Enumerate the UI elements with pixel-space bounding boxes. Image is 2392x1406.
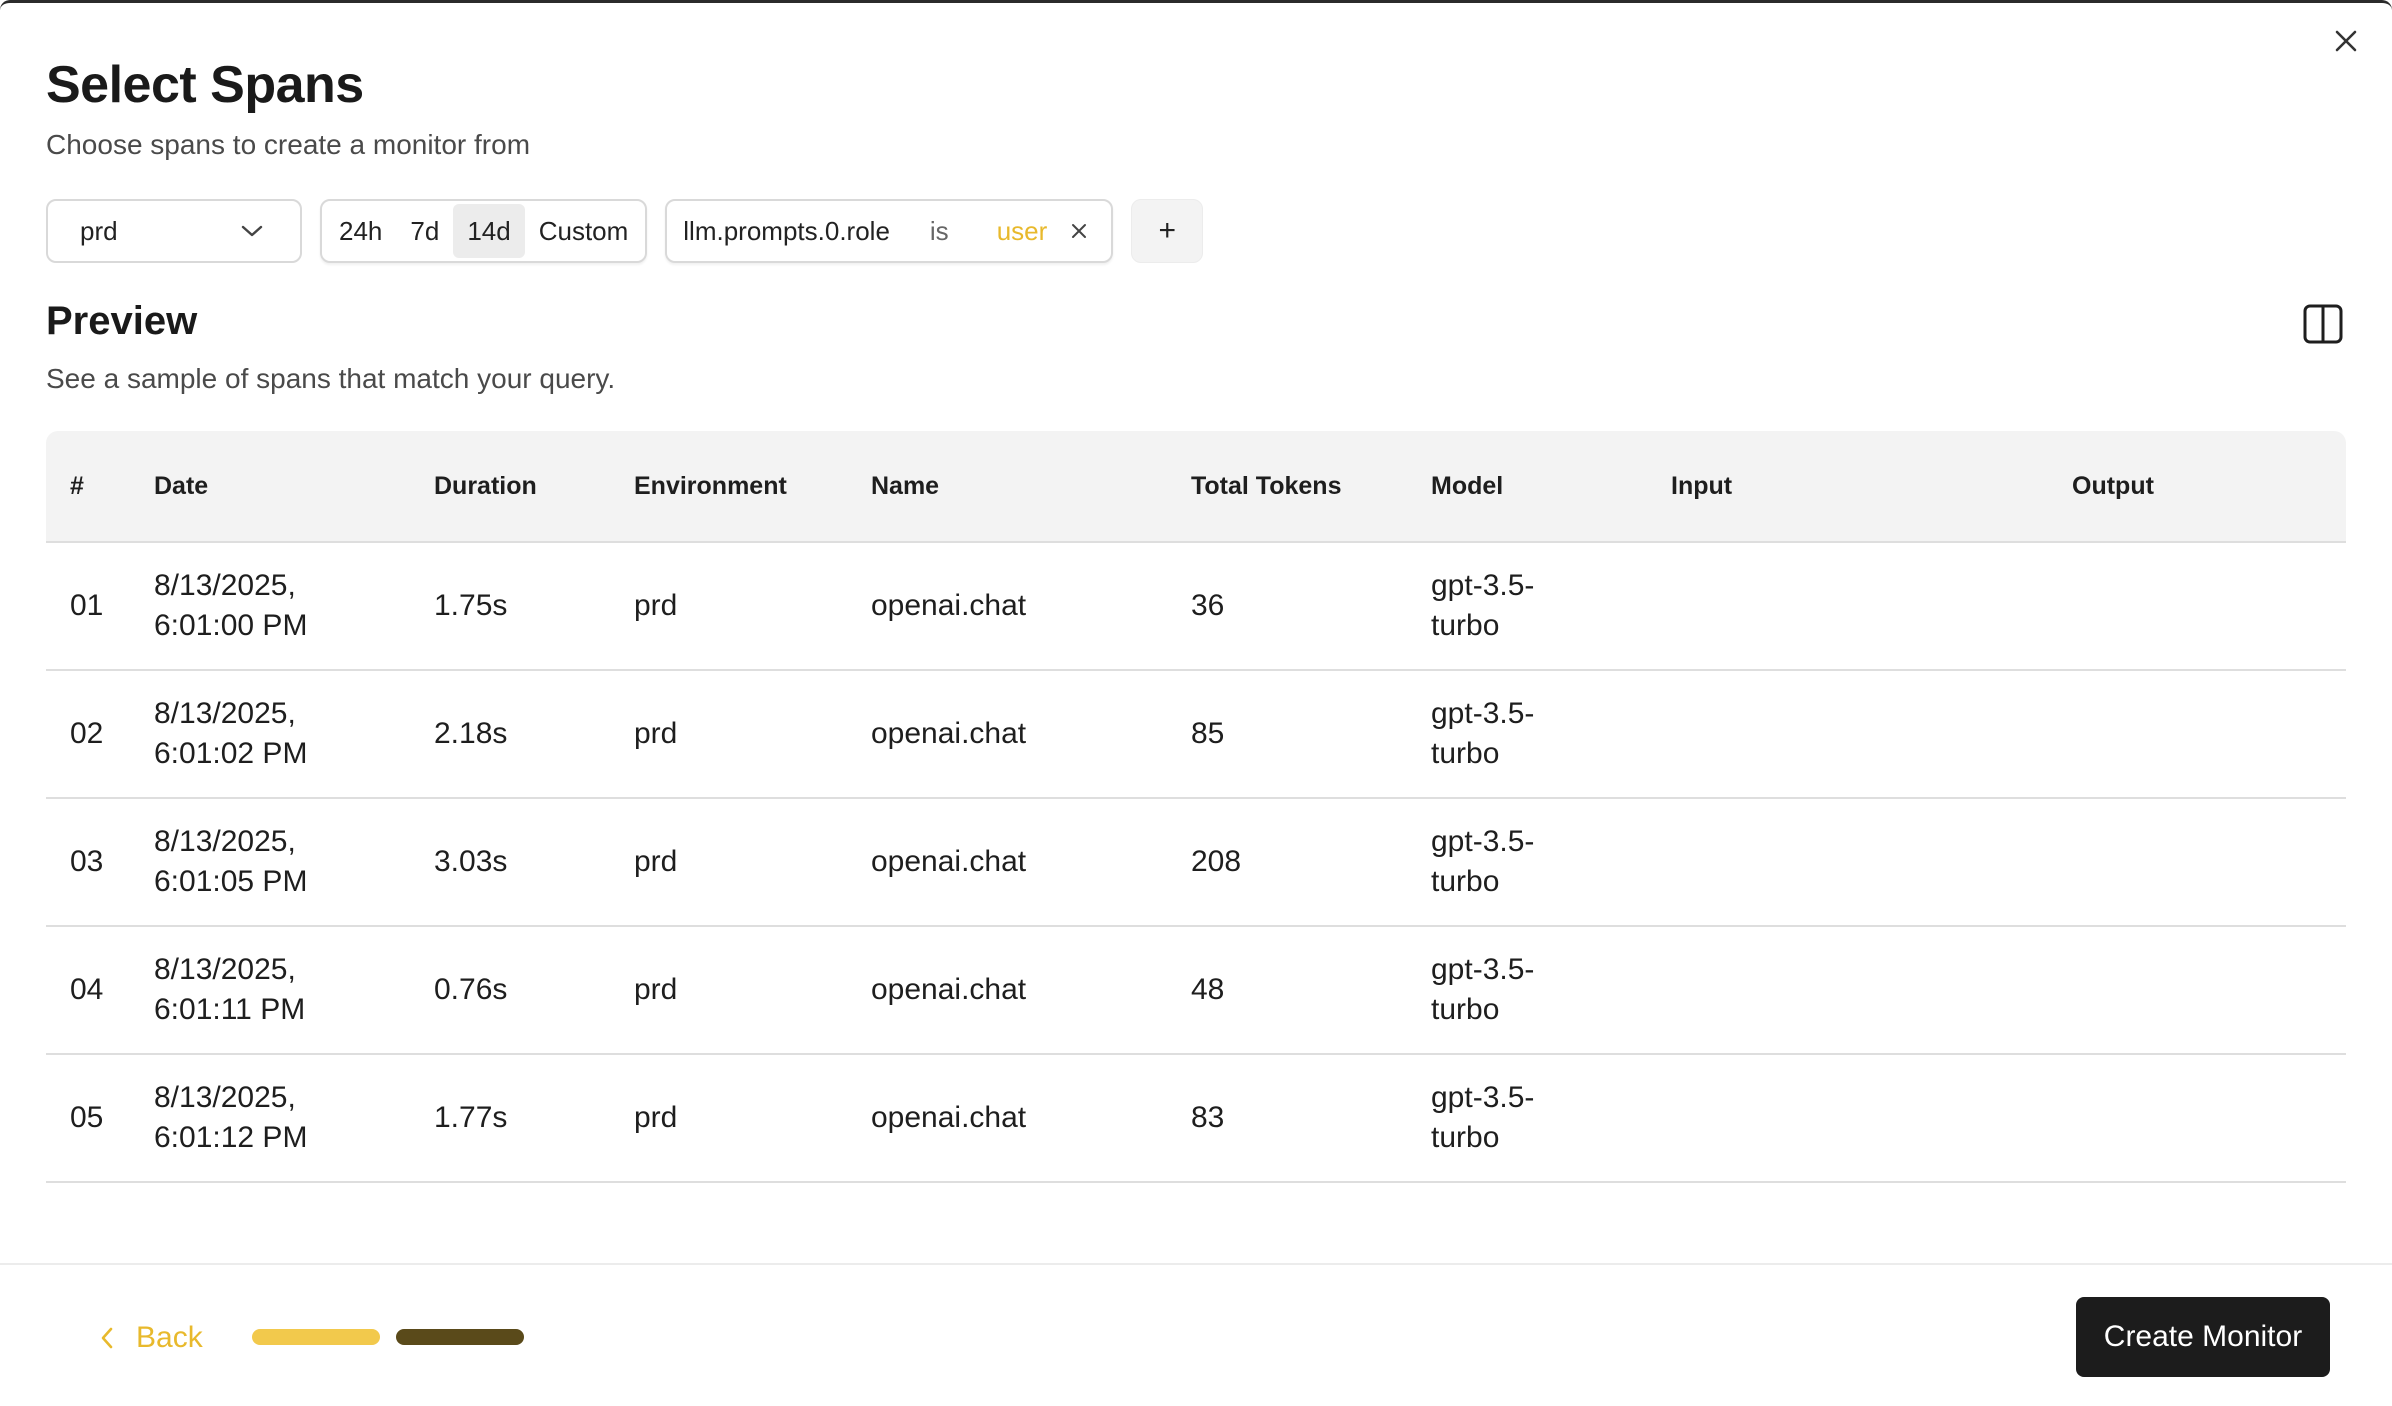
column-header-duration: Duration: [434, 431, 634, 543]
column-header-input: Input: [1671, 431, 2072, 543]
cell-output: [2072, 542, 2346, 671]
filter-chip-operator: is: [929, 215, 949, 246]
cell-name: openai.chat: [871, 1054, 1191, 1183]
cell-input: [1671, 670, 2072, 799]
chevron-left-icon: [101, 1327, 113, 1349]
chevron-down-icon: [241, 225, 263, 237]
column-header-output: Output: [2072, 431, 2346, 543]
column-header-total-tokens: Total Tokens: [1191, 431, 1431, 543]
time-range-group: 24h 7d 14d Custom: [320, 199, 648, 263]
cell-environment: prd: [634, 670, 871, 799]
cell-name: openai.chat: [871, 542, 1191, 671]
add-filter-button[interactable]: +: [1131, 199, 1204, 263]
cell-model: gpt-3.5- turbo: [1431, 926, 1671, 1055]
cell-input: [1671, 1054, 2072, 1183]
close-icon: [1072, 224, 1087, 238]
cell-duration: 1.77s: [434, 1054, 634, 1183]
cell-model: gpt-3.5- turbo: [1431, 542, 1671, 671]
filter-chip-value: user: [996, 215, 1048, 246]
cell-total-tokens: 208: [1191, 798, 1431, 927]
spans-table: # Date Duration Environment Name Total T…: [46, 431, 2346, 1183]
cell-date: 8/13/2025, 6:01:11 PM: [154, 926, 434, 1055]
range-option-7d[interactable]: 7d: [410, 215, 440, 246]
table-row[interactable]: 01 8/13/2025, 6:01:00 PM 1.75s prd openai…: [46, 542, 2346, 671]
back-button-label: Back: [136, 1321, 203, 1354]
cell-date: 8/13/2025, 6:01:02 PM: [154, 670, 434, 799]
table-row[interactable]: 02 8/13/2025, 6:01:02 PM 2.18s prd openai…: [46, 670, 2346, 799]
cell-environment: prd: [634, 798, 871, 927]
range-option-custom[interactable]: Custom: [538, 215, 629, 246]
cell-number: 04: [46, 926, 154, 1055]
preview-title: Preview: [46, 299, 198, 343]
cell-model: gpt-3.5- turbo: [1431, 798, 1671, 927]
cell-output: [2072, 926, 2346, 1055]
table-row[interactable]: 05 8/13/2025, 6:01:12 PM 1.77s prd openai…: [46, 1054, 2346, 1183]
column-header-number: #: [46, 431, 154, 543]
environment-select[interactable]: prd: [46, 199, 302, 263]
cell-environment: prd: [634, 542, 871, 671]
step-progress: [252, 1329, 524, 1345]
cell-duration: 2.18s: [434, 670, 634, 799]
back-button[interactable]: Back: [100, 1315, 203, 1361]
cell-output: [2072, 670, 2346, 799]
split-columns-icon: [2303, 304, 2343, 344]
progress-step-1: [252, 1329, 380, 1345]
column-header-date: Date: [154, 431, 434, 543]
column-header-model: Model: [1431, 431, 1671, 543]
cell-duration: 3.03s: [434, 798, 634, 927]
cell-total-tokens: 36: [1191, 542, 1431, 671]
cell-name: openai.chat: [871, 926, 1191, 1055]
cell-number: 01: [46, 542, 154, 671]
table-header-row: # Date Duration Environment Name Total T…: [46, 431, 2346, 543]
cell-name: openai.chat: [871, 798, 1191, 927]
cell-input: [1671, 798, 2072, 927]
column-header-environment: Environment: [634, 431, 871, 543]
close-icon: [2335, 30, 2357, 52]
progress-step-2: [396, 1329, 524, 1345]
modal-subtitle: Choose spans to create a monitor from: [46, 129, 531, 160]
table-row[interactable]: 03 8/13/2025, 6:01:05 PM 3.03s prd openai…: [46, 798, 2346, 927]
cell-output: [2072, 1054, 2346, 1183]
layout-toggle-button[interactable]: [2300, 301, 2346, 347]
table-row[interactable]: 04 8/13/2025, 6:01:11 PM 0.76s prd openai…: [46, 926, 2346, 1055]
cell-name: openai.chat: [871, 670, 1191, 799]
preview-subtitle: See a sample of spans that match your qu…: [46, 363, 616, 394]
cell-model: gpt-3.5- turbo: [1431, 1054, 1671, 1183]
environment-select-value: prd: [80, 215, 118, 246]
cell-total-tokens: 48: [1191, 926, 1431, 1055]
cell-environment: prd: [634, 1054, 871, 1183]
cell-date: 8/13/2025, 6:01:05 PM: [154, 798, 434, 927]
range-option-14d[interactable]: 14d: [453, 204, 525, 258]
cell-environment: prd: [634, 926, 871, 1055]
create-monitor-button[interactable]: Create Monitor: [2076, 1297, 2330, 1377]
filter-chip[interactable]: llm.prompts.0.role is user: [665, 199, 1114, 263]
cell-duration: 1.75s: [434, 542, 634, 671]
column-header-name: Name: [871, 431, 1191, 543]
cell-number: 05: [46, 1054, 154, 1183]
filter-bar: prd 24h 7d 14d Custom llm.prompts.0.role…: [46, 199, 1204, 263]
filter-chip-remove-button[interactable]: [1067, 219, 1091, 243]
cell-input: [1671, 542, 2072, 671]
cell-number: 03: [46, 798, 154, 927]
cell-number: 02: [46, 670, 154, 799]
cell-input: [1671, 926, 2072, 1055]
close-button[interactable]: [2328, 23, 2364, 59]
modal-title: Select Spans: [46, 56, 364, 114]
range-option-24h[interactable]: 24h: [339, 215, 383, 246]
footer-divider: [0, 1263, 2392, 1265]
cell-output: [2072, 798, 2346, 927]
cell-date: 8/13/2025, 6:01:12 PM: [154, 1054, 434, 1183]
cell-date: 8/13/2025, 6:01:00 PM: [154, 542, 434, 671]
cell-total-tokens: 83: [1191, 1054, 1431, 1183]
filter-chip-field: llm.prompts.0.role: [683, 215, 890, 246]
cell-total-tokens: 85: [1191, 670, 1431, 799]
cell-model: gpt-3.5- turbo: [1431, 670, 1671, 799]
cell-duration: 0.76s: [434, 926, 634, 1055]
